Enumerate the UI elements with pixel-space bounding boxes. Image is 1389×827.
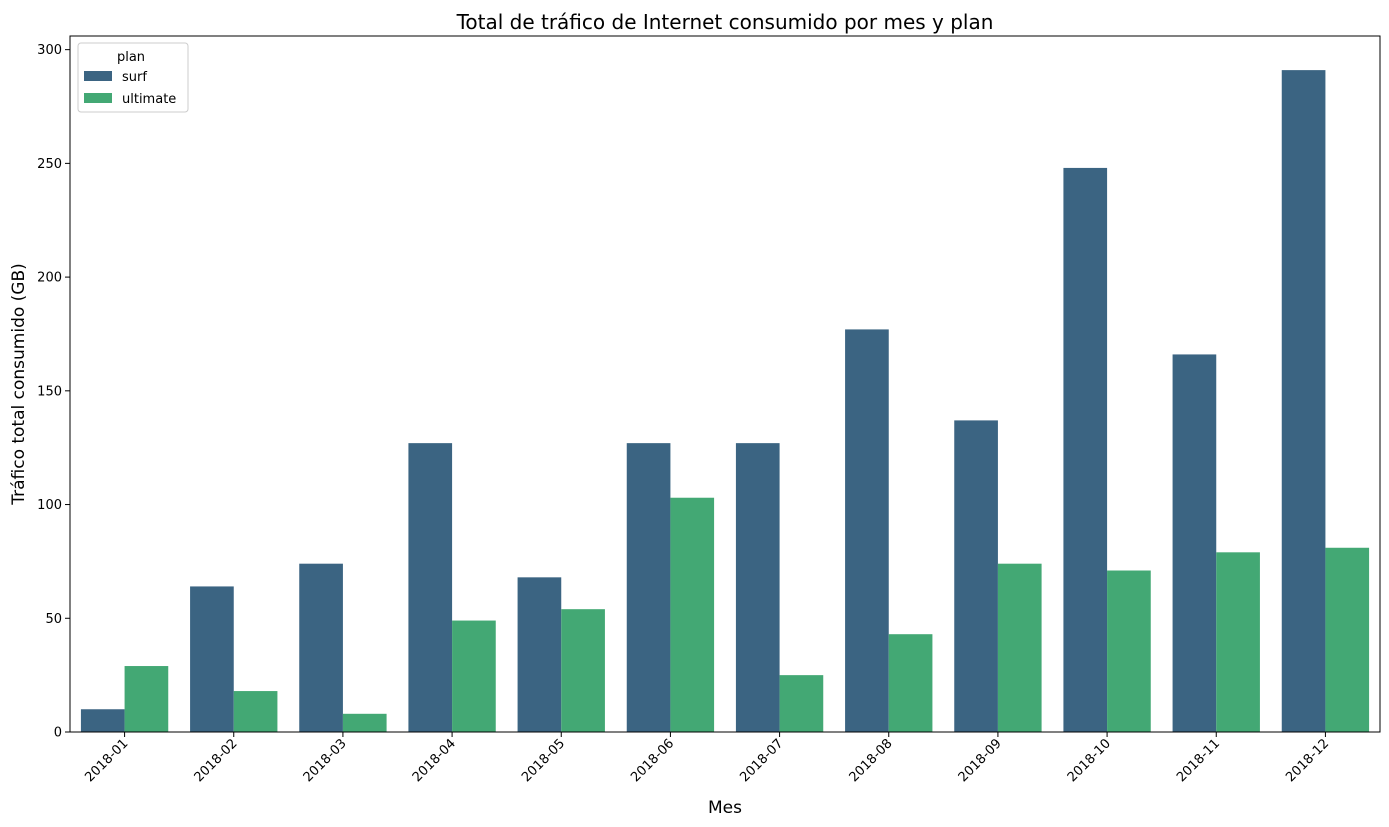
legend-label-ultimate: ultimate [122, 92, 176, 107]
y-tick-label: 50 [45, 612, 62, 627]
bars-group [80, 70, 1370, 733]
bar-ultimate-2018-08 [888, 634, 933, 732]
x-axis: 2018-01 2018-02 2018-03 2018-04 2018-05 2018-… [82, 732, 1332, 785]
x-tick-label: 2018-10 [1065, 736, 1114, 785]
y-axis: 0 50 100 150 200 250 300 [37, 43, 70, 741]
bar-surf-2018-10 [1063, 167, 1108, 733]
bar-ultimate-2018-10 [1107, 570, 1151, 732]
legend-title: plan [117, 50, 145, 65]
bar-ultimate-2018-05 [561, 609, 605, 732]
x-tick-label: 2018-03 [301, 736, 350, 785]
plot-frame [69, 35, 1381, 733]
bar-surf-2018-12 [1281, 70, 1326, 733]
x-tick-label: 2018-01 [82, 736, 131, 785]
y-tick-label: 150 [37, 384, 62, 399]
bar-surf-2018-03 [299, 563, 343, 732]
x-tick-label: 2018-02 [192, 736, 241, 785]
y-tick-label: 250 [37, 157, 62, 172]
y-tick-label: 100 [37, 498, 62, 513]
x-tick-label: 2018-07 [737, 736, 786, 785]
bar-ultimate-2018-12 [1325, 547, 1370, 732]
x-tick-label: 2018-12 [1283, 736, 1332, 785]
bar-surf-2018-02 [190, 586, 234, 732]
bar-ultimate-2018-07 [779, 675, 824, 732]
bar-surf-2018-07 [735, 443, 780, 732]
bar-ultimate-2018-02 [233, 691, 278, 732]
y-tick-label: 200 [37, 271, 62, 286]
x-tick-label: 2018-06 [628, 736, 677, 785]
bar-surf-2018-01 [80, 709, 125, 732]
legend-swatch-ultimate [84, 93, 112, 103]
y-axis-label: Tráfico total consumido (GB) [9, 263, 29, 506]
chart-title: Total de tráfico de Internet consumido p… [456, 10, 994, 34]
bar-surf-2018-11 [1172, 354, 1217, 732]
bar-surf-2018-05 [517, 577, 562, 732]
y-tick-label: 300 [37, 43, 62, 58]
x-tick-label: 2018-09 [956, 736, 1005, 785]
bar-ultimate-2018-09 [997, 563, 1042, 732]
x-tick-label: 2018-04 [410, 736, 459, 785]
bar-ultimate-2018-04 [452, 620, 496, 732]
x-tick-label: 2018-11 [1174, 736, 1223, 785]
bar-ultimate-2018-03 [342, 713, 387, 732]
legend: plan surf ultimate [77, 42, 189, 113]
bar-surf-2018-06 [626, 443, 671, 732]
x-axis-label: Mes [708, 798, 742, 818]
bar-surf-2018-04 [408, 443, 453, 732]
bar-surf-2018-08 [845, 329, 889, 732]
legend-swatch-surf [84, 71, 112, 81]
bar-ultimate-2018-06 [670, 497, 715, 732]
bar-ultimate-2018-01 [124, 666, 169, 732]
legend-label-surf: surf [122, 70, 147, 85]
y-tick-label: 0 [54, 726, 62, 741]
bar-ultimate-2018-11 [1216, 552, 1260, 732]
bar-surf-2018-09 [954, 420, 998, 732]
x-tick-label: 2018-05 [519, 736, 568, 785]
x-tick-label: 2018-08 [847, 736, 896, 785]
